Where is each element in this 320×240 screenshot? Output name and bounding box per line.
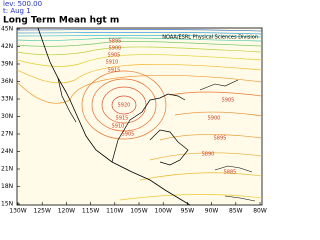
- contour-label: 5905: [108, 53, 121, 59]
- contour-label: 5890: [202, 152, 215, 158]
- contour-label: 5905: [222, 98, 235, 104]
- lat-label: 27N: [1, 131, 13, 138]
- lat-label: 30N: [1, 113, 13, 120]
- lon-label: 130W: [9, 208, 26, 215]
- lat-label: 36N: [1, 78, 13, 85]
- contour-label: 5905: [122, 132, 135, 138]
- lon-label: 105W: [130, 208, 147, 215]
- lat-label: 42N: [1, 43, 13, 50]
- lat-label: 45N: [1, 26, 13, 33]
- lat-label: 21N: [1, 166, 13, 173]
- contour-label: 5895: [109, 39, 122, 45]
- map-frame: [16, 27, 263, 206]
- contour-label: 5920: [118, 103, 131, 109]
- lat-label: 15N: [1, 201, 13, 208]
- lat-label: 24N: [1, 148, 13, 155]
- contour-label: 5910: [112, 124, 125, 130]
- lat-label: 39N: [1, 61, 13, 68]
- contour-label: 5900: [208, 116, 221, 122]
- lat-label: 18N: [1, 183, 13, 190]
- lon-label: 85W: [229, 208, 243, 215]
- lon-label: 115W: [82, 208, 99, 215]
- lon-label: 100W: [155, 208, 172, 215]
- credit: NOAA/ESRL Physical Sciences Division: [162, 35, 258, 41]
- lon-label: 125W: [34, 208, 51, 215]
- lon-label: 120W: [58, 208, 75, 215]
- lon-label: 95W: [181, 208, 195, 215]
- lat-label: 33N: [1, 96, 13, 103]
- page: lev: 500.00 t: Aug 1 Long Term Mean hgt …: [1, 0, 267, 215]
- lon-label: 110W: [106, 208, 123, 215]
- contour-label: 5915: [108, 68, 121, 74]
- contour-label: 5900: [109, 46, 122, 52]
- contour-label: 5895: [214, 136, 227, 142]
- lon-label: 90W: [205, 208, 219, 215]
- title: Long Term Mean hgt m: [3, 16, 119, 26]
- contour-label: 5885: [224, 170, 237, 176]
- contour-label: 5910: [106, 60, 119, 66]
- level: lev: 500.00: [3, 0, 42, 8]
- contour-label: 5915: [116, 116, 129, 122]
- time: t: Aug 1: [3, 7, 31, 15]
- lon-label: 80W: [253, 208, 267, 215]
